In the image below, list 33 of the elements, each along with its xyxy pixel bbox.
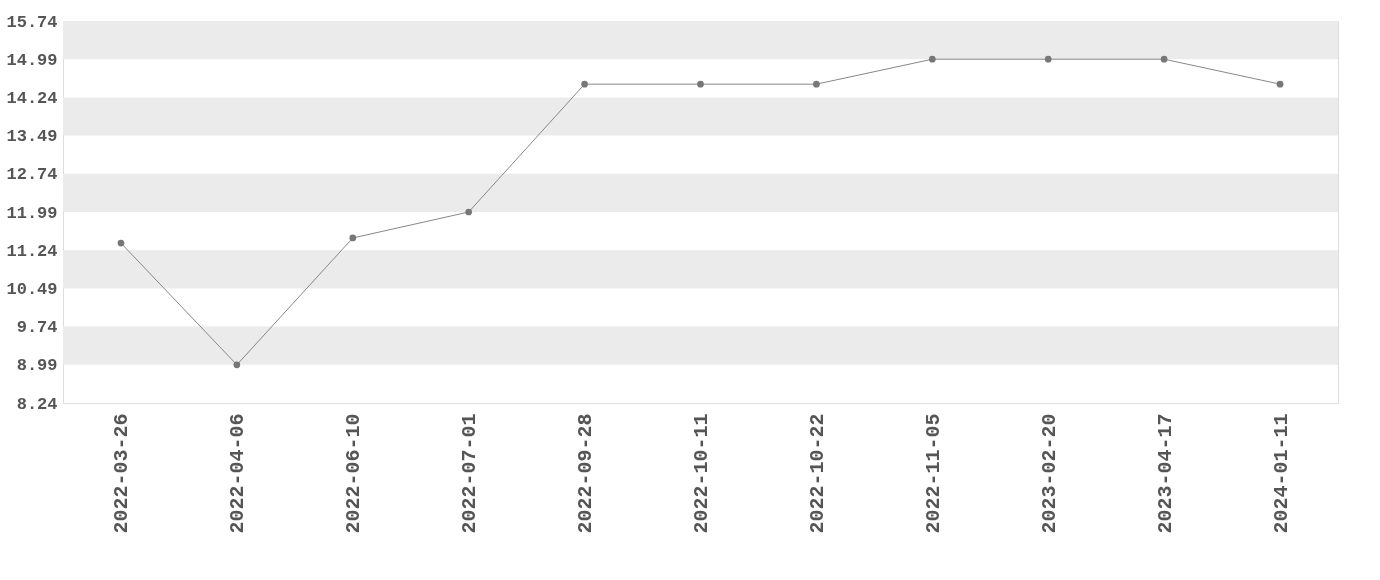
x-tick-label: 2022-04-06	[226, 413, 250, 534]
point	[928, 55, 936, 63]
point	[697, 80, 704, 88]
point	[813, 80, 820, 88]
y-tick-label: 8.24	[16, 394, 58, 414]
y-tick-label: 14.24	[6, 88, 58, 108]
point	[465, 208, 473, 216]
point	[117, 239, 125, 247]
y-tick-label: 14.99	[6, 50, 58, 70]
x-tick-label: 2022-07-01	[458, 413, 482, 534]
y-tick-label: 13.49	[6, 127, 58, 147]
x-tick-label: 2022-09-28	[574, 413, 598, 534]
y-tick-label: 15.74	[6, 12, 58, 32]
x-tick-label: 2023-04-17	[1153, 413, 1177, 534]
point	[233, 361, 241, 369]
x-tick-label: 2023-02-20	[1037, 413, 1061, 534]
x-tick-label: 2022-06-10	[342, 413, 366, 534]
point	[1276, 80, 1284, 88]
y-tick-label: 8.99	[16, 356, 58, 376]
y-tick-label: 9.74	[16, 318, 58, 338]
y-tick-label: 10.49	[6, 279, 58, 299]
point	[349, 234, 357, 242]
point	[581, 80, 588, 88]
x-tick-label: 2024-01-11	[1269, 413, 1293, 534]
x-tick-label: 2022-03-26	[110, 413, 134, 534]
x-tick-label: 2022-10-22	[805, 413, 829, 534]
point	[1044, 55, 1052, 63]
x-tick-label: 2022-10-11	[690, 413, 713, 534]
y-tick-label: 11.99	[6, 203, 58, 223]
y-tick-label: 11.24	[6, 241, 58, 261]
x-tick-label: 2022-11-05	[921, 413, 945, 534]
y-tick-label: 12.74	[6, 165, 58, 185]
point	[1160, 55, 1168, 63]
